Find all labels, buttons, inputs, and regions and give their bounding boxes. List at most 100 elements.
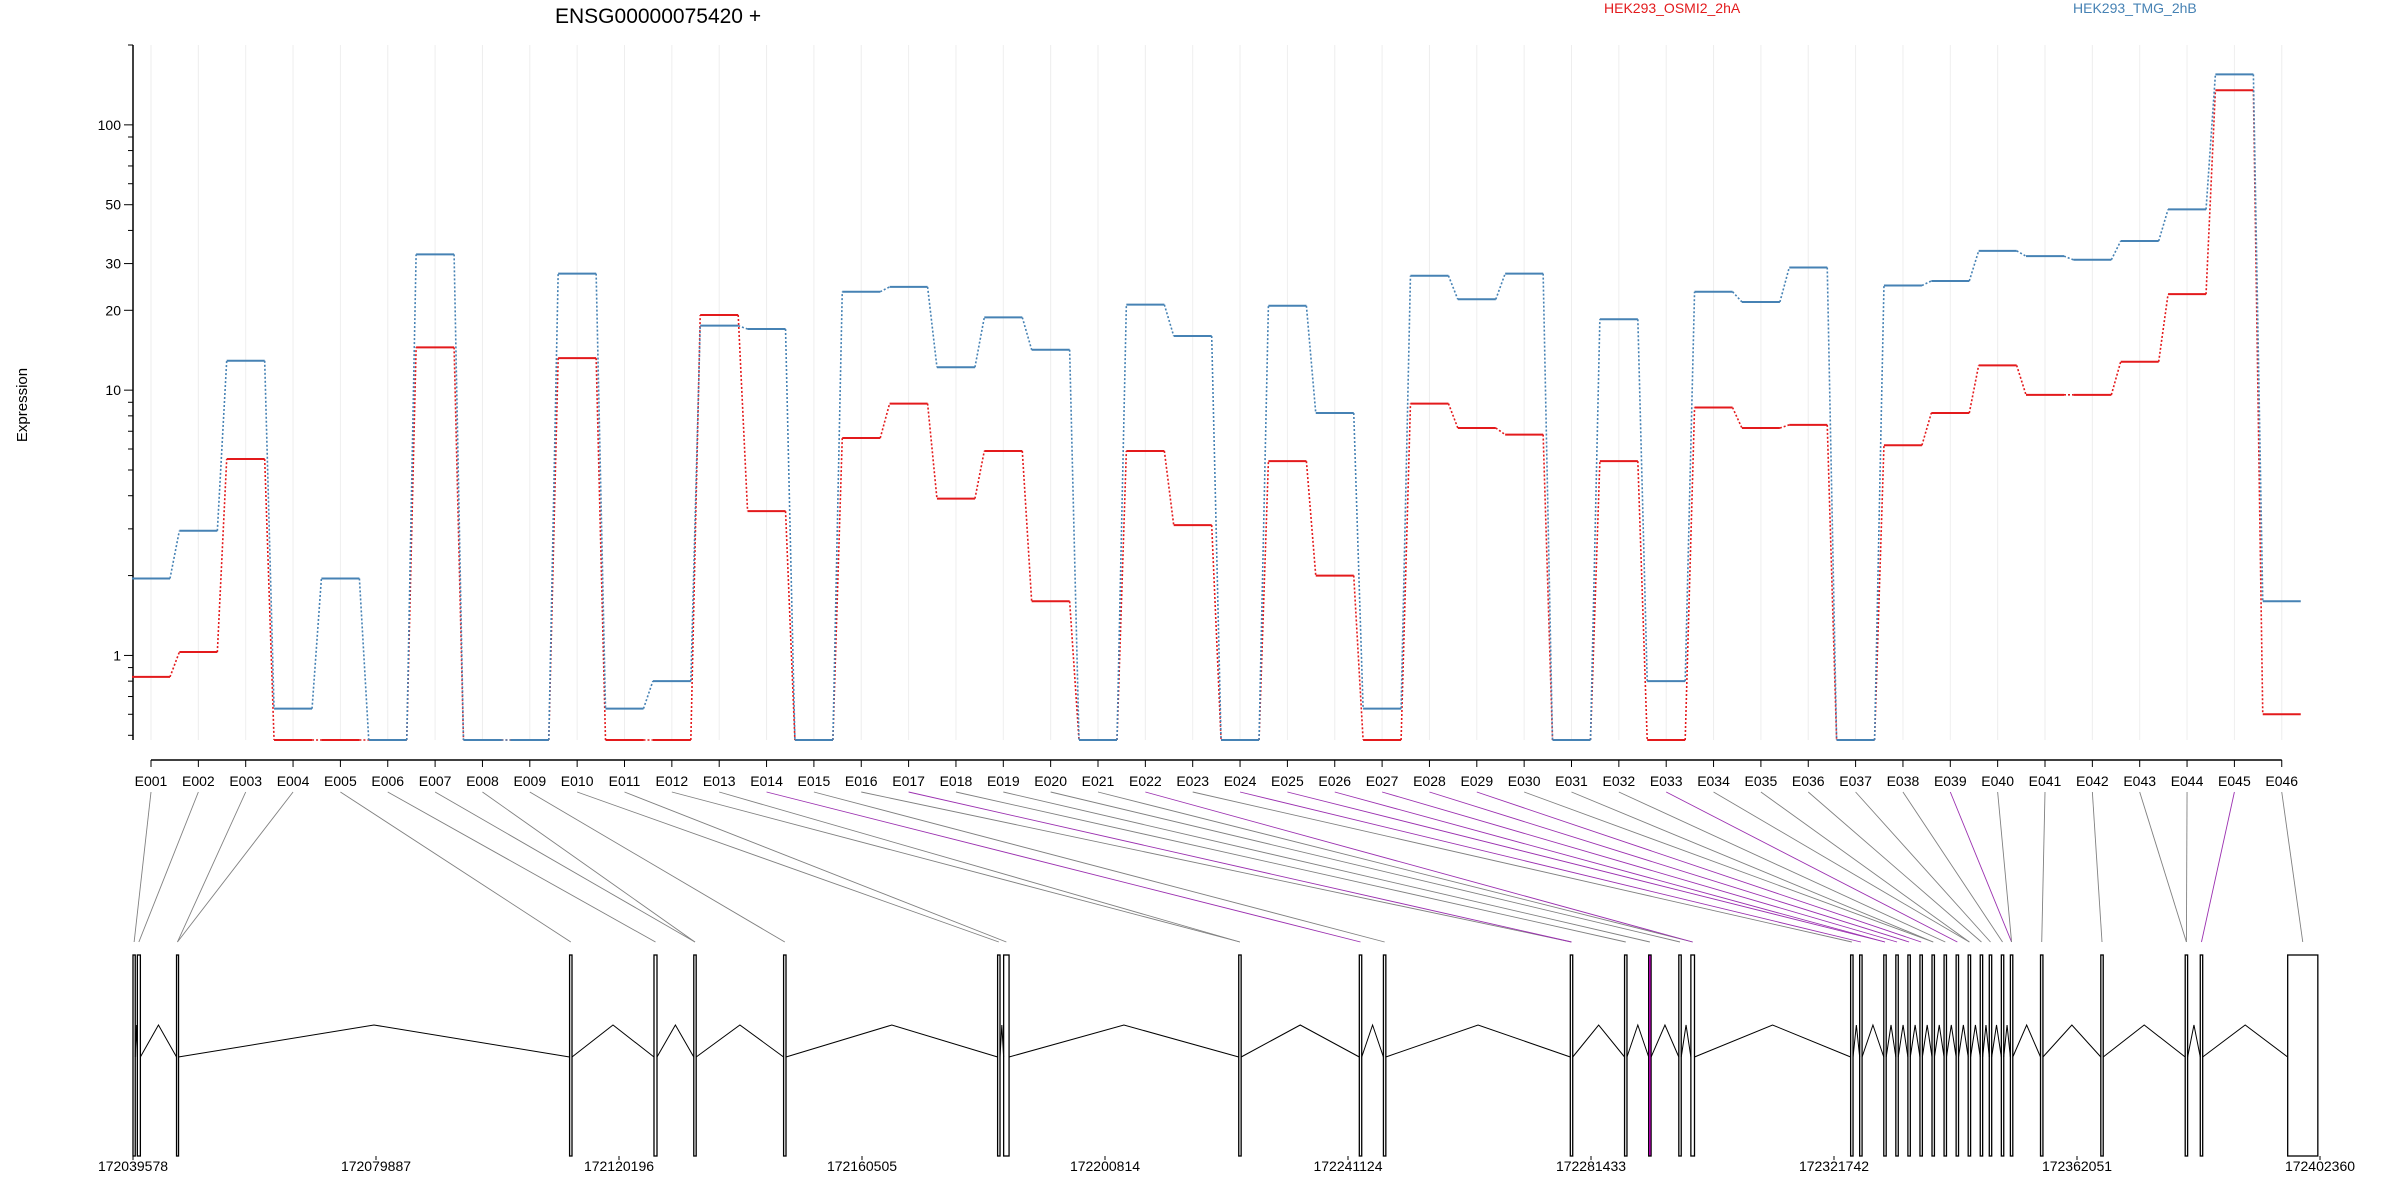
exon-connector — [1429, 791, 1910, 943]
coord-tick-label: 172281433 — [1556, 1158, 1626, 1174]
exon-label: E023 — [1176, 773, 1209, 789]
intron-line — [1650, 1023, 1680, 1058]
intron-line — [2042, 1024, 2102, 1058]
exon-box — [1988, 954, 1993, 1157]
exon-label: E046 — [2265, 773, 2298, 789]
series-connector — [737, 314, 749, 512]
series-connector — [832, 291, 844, 741]
exon-connector — [1902, 791, 2003, 943]
exon-connector — [1381, 791, 1898, 943]
exon-connector — [1855, 791, 1991, 943]
series-connector — [1021, 317, 1033, 350]
exon-axis: E001 E002 E003 E004 E005 E006 E007 E008 E009 E010… — [135, 759, 2298, 789]
intron-line — [1991, 1024, 2002, 1058]
series-connector — [1873, 285, 1885, 741]
exon-label: E039 — [1934, 773, 1967, 789]
intron-line — [1897, 1024, 1909, 1058]
coord-tick-label: 172321742 — [1799, 1158, 1869, 1174]
series-connector — [2110, 361, 2122, 396]
coord-tick-label: 172362051 — [2042, 1158, 2112, 1174]
exon-box — [568, 954, 573, 1157]
exon-connector — [955, 791, 1626, 943]
series-b — [132, 73, 2301, 741]
exon-connector — [138, 791, 199, 943]
exon-box — [2287, 954, 2319, 1157]
exon-connector — [1476, 791, 1922, 943]
intron-line — [2012, 1023, 2041, 1058]
series-connector — [974, 317, 986, 368]
series-connector — [358, 578, 370, 741]
exon-box — [1623, 954, 1628, 1157]
intron-line — [2187, 1024, 2201, 1058]
series-connector — [1210, 335, 1222, 741]
highlighted-exon-box — [1648, 954, 1652, 1157]
exon-connector — [1949, 791, 2013, 943]
intron-line — [2003, 1024, 2011, 1058]
series-connector — [642, 680, 654, 709]
exon-connector — [1097, 791, 1693, 943]
exon-label: E035 — [1745, 773, 1778, 789]
series-connector — [1921, 280, 1932, 287]
intron-line — [695, 1024, 784, 1058]
exon-box — [2039, 954, 2044, 1157]
exon-box — [1931, 954, 1936, 1157]
exon-label: E036 — [1792, 773, 1825, 789]
series-connector — [1921, 412, 1933, 446]
coord-tick-label: 172039578 — [98, 1158, 168, 1174]
exon-connector — [2201, 791, 2235, 943]
exon-label: E003 — [229, 773, 262, 789]
series-connector — [1968, 365, 1980, 414]
series-connector — [1731, 291, 1743, 303]
exon-label: E015 — [798, 773, 831, 789]
series-connector — [1258, 305, 1270, 741]
exon-box — [1895, 954, 1899, 1157]
series-connector — [784, 328, 796, 741]
series-connector — [1779, 267, 1791, 303]
y-tick-label: 100 — [98, 117, 122, 133]
series-connector — [1163, 304, 1175, 337]
exon-label: E006 — [371, 773, 404, 789]
series-connector — [2015, 365, 2027, 396]
series-connector — [2063, 255, 2074, 261]
exon-box — [1382, 954, 1387, 1157]
exon-box — [1358, 954, 1363, 1157]
series-connector — [1542, 434, 1554, 741]
exon-label: E013 — [703, 773, 736, 789]
exon-label: E044 — [2171, 773, 2204, 789]
y-axis: 1 10 20 30 50 100 — [98, 44, 134, 740]
exon-box — [782, 954, 787, 1157]
exon-label: E021 — [1082, 773, 1115, 789]
exon-box — [653, 954, 658, 1157]
exon-label: E012 — [655, 773, 688, 789]
exon-connector — [766, 791, 1361, 943]
y-tick-label: 1 — [113, 647, 121, 663]
exon-label: E034 — [1697, 773, 1730, 789]
exon-connector — [1997, 791, 2013, 943]
exon-connector — [1239, 791, 1861, 943]
exon-connector — [813, 791, 1385, 943]
exon-connector — [908, 791, 1572, 943]
y-tick-label: 20 — [105, 302, 121, 318]
series-connector — [405, 347, 417, 741]
series-connector — [879, 286, 890, 293]
intron-line — [1933, 1024, 1945, 1058]
exon-label: E037 — [1839, 773, 1872, 789]
intron-line — [2202, 1024, 2288, 1058]
exon-label: E027 — [1366, 773, 1399, 789]
exon-label: E022 — [1129, 773, 1162, 789]
exon-box — [1919, 954, 1924, 1157]
gene-model — [132, 954, 2319, 1157]
coord-tick-label: 172402360 — [2285, 1158, 2355, 1174]
series-connector — [1400, 275, 1412, 709]
intron-line — [1970, 1024, 1981, 1058]
exon-label: E001 — [135, 773, 168, 789]
exon-connector — [133, 791, 152, 943]
exon-connector — [1618, 791, 1946, 943]
series-connector — [1163, 450, 1175, 526]
exon-box — [1943, 954, 1948, 1157]
series-connector — [2205, 74, 2217, 210]
y-tick-label: 30 — [105, 256, 121, 272]
exon-connector — [1145, 791, 1693, 943]
series-connector — [169, 651, 181, 678]
exon-label: E019 — [987, 773, 1020, 789]
